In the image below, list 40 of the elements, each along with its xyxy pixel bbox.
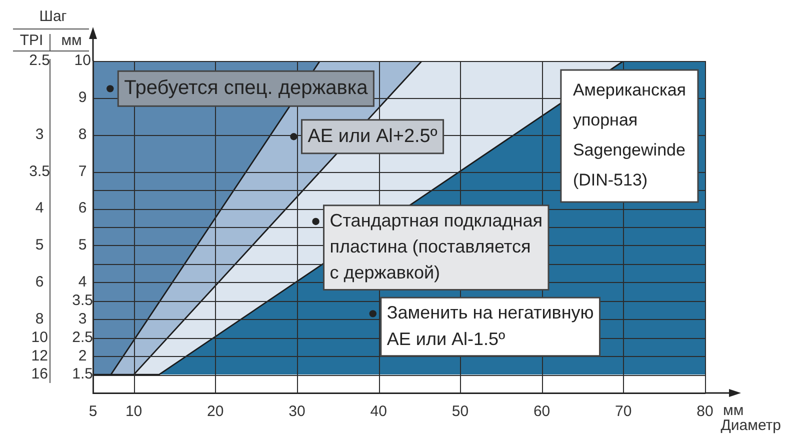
category-label: 5: [35, 236, 44, 254]
y-tick-label: 3: [78, 310, 87, 328]
category-label: 16: [31, 366, 48, 383]
y-tick-label: 5: [78, 236, 87, 254]
x-tick-label: 70: [615, 403, 632, 420]
category-label: 2.5: [29, 52, 50, 70]
x-tick-label: 60: [533, 403, 550, 420]
y-tick-label: 2.5: [72, 328, 94, 346]
y-tick-label: 1.5: [72, 366, 94, 383]
y-tick-label: 8: [78, 126, 87, 143]
y-tick-label: 2: [78, 347, 87, 364]
category-label: 10: [31, 328, 48, 346]
annotation: Американская упорная Sagengewinde (DIN-513): [572, 80, 686, 190]
y-tick-label: 10: [74, 52, 91, 70]
x-axis-title: Диаметр: [720, 417, 781, 434]
y-tick-label: 4: [78, 273, 87, 290]
text: мм: [723, 402, 744, 420]
x-tick-label: 10: [125, 403, 142, 420]
category-label: 3.5: [29, 162, 50, 180]
y-tick-label: 7: [78, 162, 87, 180]
category-label: 3: [35, 126, 44, 143]
y-tick-label: 9: [78, 89, 87, 106]
y-tick-label: 6: [78, 200, 87, 217]
y-tick-label: 3.5: [72, 292, 94, 309]
annotation: Требуется спец. державка: [124, 77, 369, 100]
annotation: Заменить на негативную AE или Al-1.5º: [386, 302, 594, 349]
x-tick-label: 30: [288, 403, 306, 420]
text: Шаг: [39, 8, 68, 26]
category-label: 8: [35, 310, 44, 328]
x-tick-label: 80: [696, 403, 714, 420]
x-tick-label: 40: [370, 403, 387, 420]
annotation: AE или Al+2.5º: [308, 126, 438, 147]
x-tick-label: 50: [452, 403, 469, 420]
category-label: 4: [35, 200, 44, 217]
category-label: 6: [35, 273, 44, 290]
text: TPI: [20, 32, 44, 50]
y-axis-title: мм: [61, 32, 82, 50]
x-tick-label: 20: [207, 403, 224, 420]
category-label: 12: [31, 347, 48, 364]
annotation: Стандартная подкладная пластина (поставляется с державкой): [330, 210, 542, 283]
